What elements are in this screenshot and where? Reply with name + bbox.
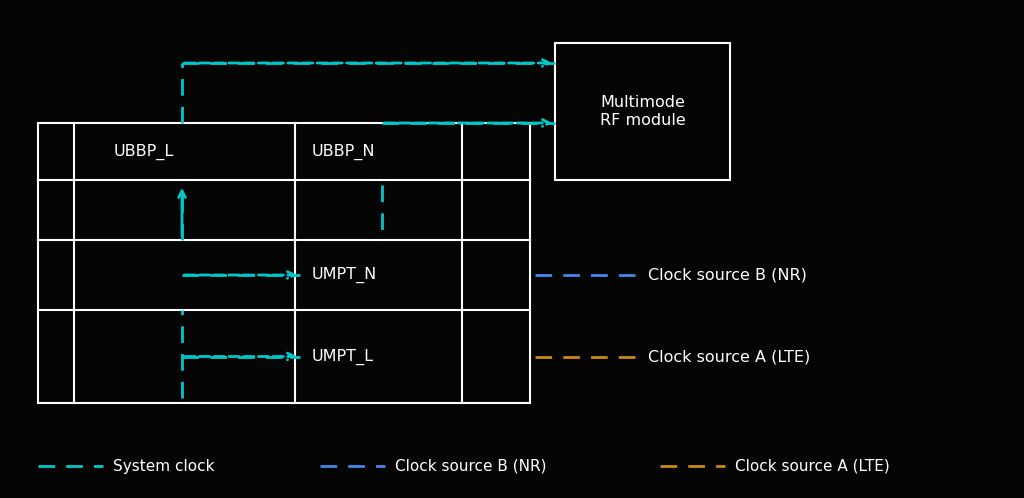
Text: UBBP_L: UBBP_L: [114, 143, 174, 159]
Bar: [555, 43, 730, 180]
Text: Clock source A (LTE): Clock source A (LTE): [648, 349, 810, 364]
Text: Clock source B (NR): Clock source B (NR): [395, 459, 547, 474]
Bar: [38, 123, 530, 403]
Text: Clock source A (LTE): Clock source A (LTE): [735, 459, 890, 474]
Text: UBBP_N: UBBP_N: [311, 143, 375, 159]
Text: Multimode
RF module: Multimode RF module: [600, 95, 685, 127]
Text: UMPT_N: UMPT_N: [311, 267, 377, 283]
Text: System clock: System clock: [113, 459, 214, 474]
Text: UMPT_L: UMPT_L: [311, 349, 374, 365]
Text: Clock source B (NR): Clock source B (NR): [648, 267, 807, 282]
